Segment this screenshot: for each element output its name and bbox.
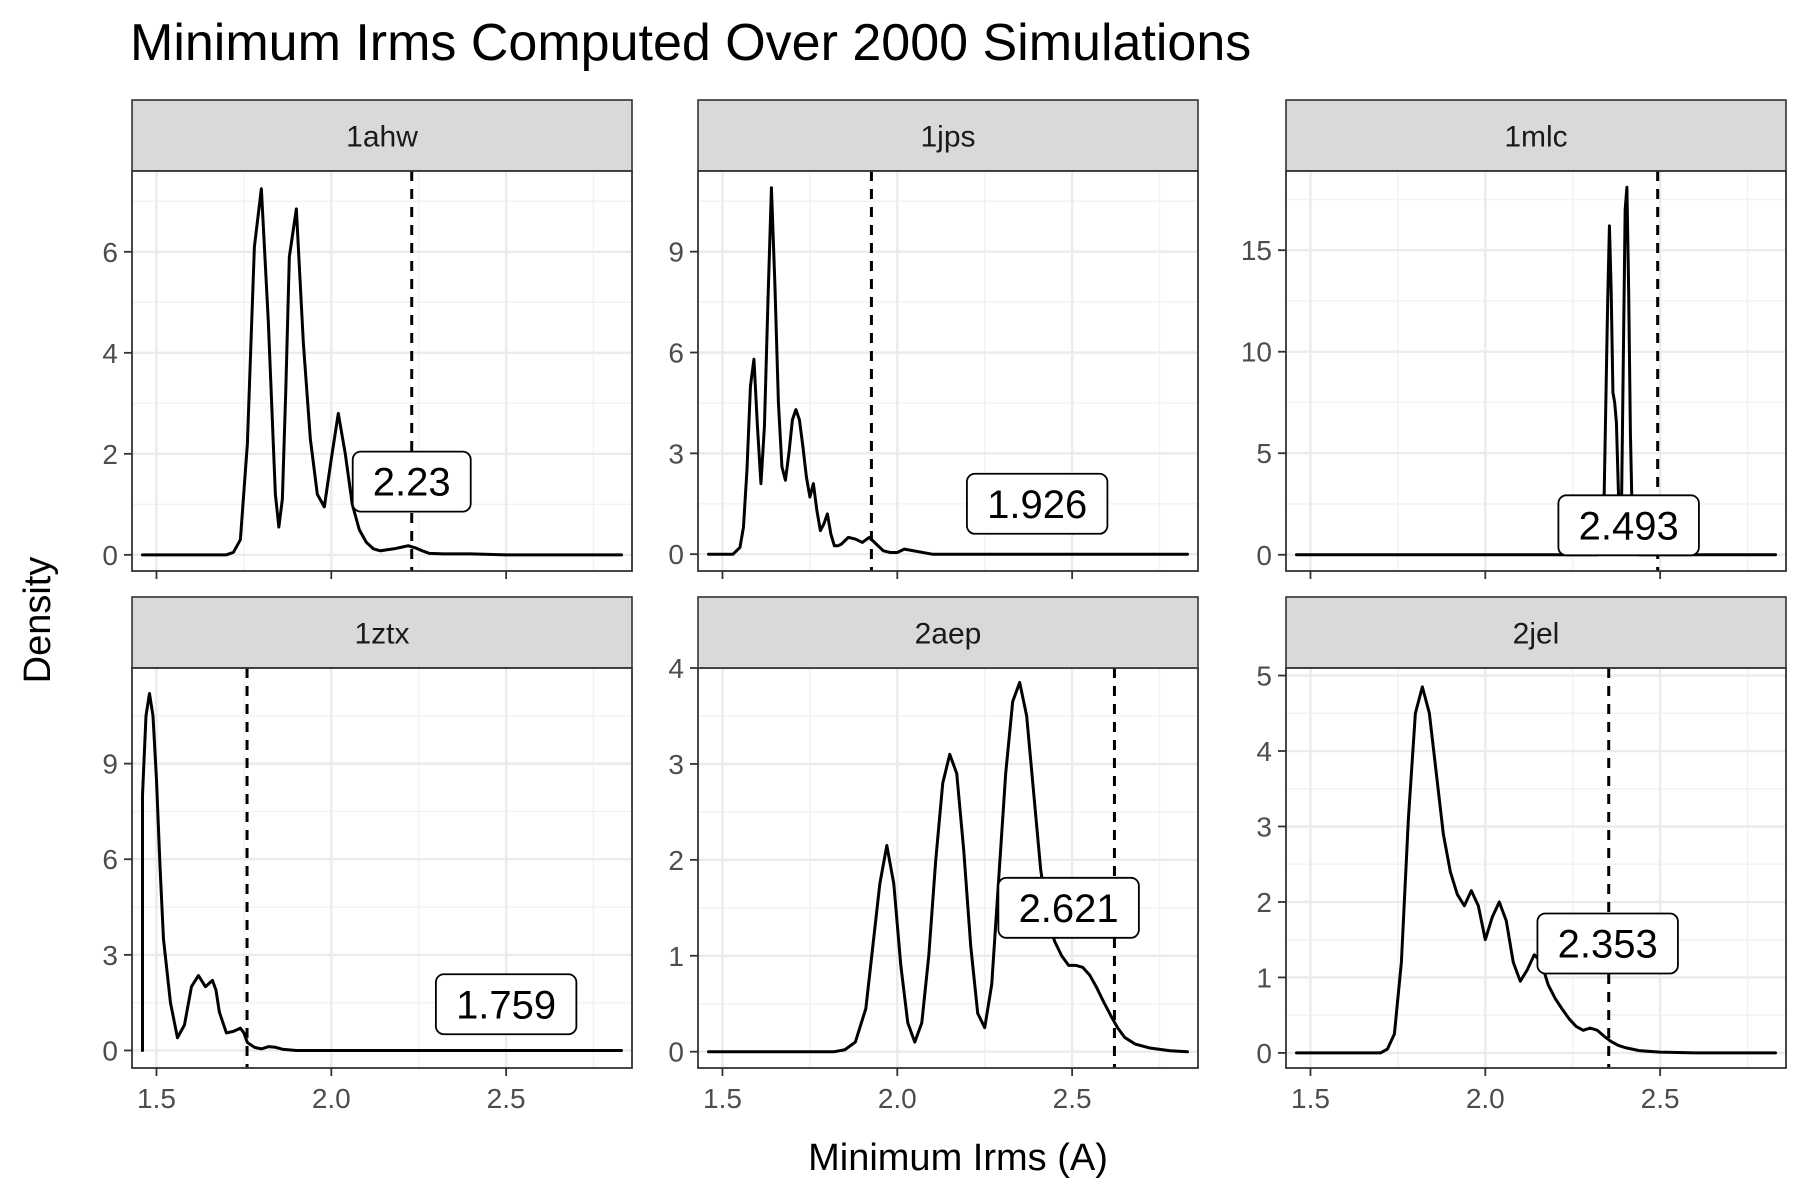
y-tick-label: 6: [102, 237, 118, 268]
value-label-1jps: 1.926: [987, 483, 1087, 527]
y-tick-label: 4: [668, 653, 684, 684]
value-label-box-2aep: [997, 876, 1140, 939]
panel-border-2jel: [1285, 667, 1787, 1069]
y-tick-label: 6: [668, 338, 684, 369]
x-tick-label: 2.5: [1641, 1083, 1680, 1114]
panel-border-1ahw: [131, 170, 633, 572]
facet-strip-label-1ahw: 1ahw: [346, 121, 418, 154]
x-tick-label: 2.5: [1053, 1083, 1092, 1114]
x-tick-label: 2.0: [878, 1083, 917, 1114]
facet-strip-1ztx: [131, 596, 633, 669]
y-tick-label: 0: [102, 540, 118, 571]
y-tick-label: 15: [1241, 235, 1272, 266]
y-tick-label: 2: [102, 439, 118, 470]
value-label-box-1jps: [966, 472, 1109, 535]
y-tick-label: 9: [102, 749, 118, 780]
y-tick-label: 3: [668, 749, 684, 780]
y-tick-label: 3: [668, 438, 684, 469]
facet-2aep: 2aep 2.621 0 1 2 3 4 1.5 2.0 2.5: [668, 596, 1199, 1114]
value-label-1mlc: 2.493: [1579, 504, 1679, 548]
value-label-1ahw: 2.23: [373, 461, 451, 505]
value-label-box-2jel: [1536, 912, 1679, 975]
facet-strip-2jel: [1285, 596, 1787, 669]
facet-strip-label-1jps: 1jps: [920, 121, 975, 154]
y-tick-label: 5: [1256, 438, 1272, 469]
y-tick-label: 4: [1256, 736, 1272, 767]
y-tick-label: 3: [1256, 811, 1272, 842]
y-tick-label: 9: [668, 237, 684, 268]
panel-border-1jps: [697, 170, 1199, 572]
facet-strip-1mlc: [1285, 99, 1787, 172]
y-tick-label: 4: [102, 338, 118, 369]
x-tick-label: 2.0: [1466, 1083, 1505, 1114]
panel-border-2aep: [697, 667, 1199, 1069]
y-axis-title: Density: [17, 557, 59, 684]
y-tick-label: 5: [1256, 661, 1272, 692]
density-curve-2jel: [1294, 685, 1778, 1055]
x-tick-label: 2.0: [312, 1083, 351, 1114]
facet-strip-label-2jel: 2jel: [1513, 618, 1560, 651]
y-tick-label: 6: [102, 844, 118, 875]
panel-border-1ztx: [131, 667, 633, 1069]
facet-panels: 1ahw2.2302461jps1.92603691mlc2.493051015…: [102, 99, 1787, 1114]
value-label-box-1ahw: [351, 450, 472, 513]
facet-strip-1jps: [697, 99, 1199, 172]
x-axis-title: Minimum Irms (A): [808, 1137, 1108, 1179]
facet-1ztx: 1ztx 1.759 0 3 6 9 1.5 2.0 2.5: [102, 596, 633, 1114]
value-label-2aep: 2.621: [1019, 887, 1119, 931]
y-tick-label: 0: [668, 539, 684, 570]
chart-title: Minimum Irms Computed Over 2000 Simulati…: [130, 14, 1251, 72]
value-label-2jel: 2.353: [1558, 922, 1658, 966]
facet-2jel: 2jel 2.353 0 1 2 3 4 5 1.5 2.0 2.5: [1256, 596, 1787, 1114]
panel-background-2jel: [1286, 668, 1786, 1068]
y-tick-label: 1: [668, 941, 684, 972]
panel-background-2aep: [698, 668, 1198, 1068]
value-label-1ztx: 1.759: [456, 983, 556, 1027]
y-tick-label: 2: [1256, 887, 1272, 918]
y-tick-label: 1: [1256, 962, 1272, 993]
y-tick-label: 0: [1256, 540, 1272, 571]
facet-1mlc: 1mlc 2.493 0 5 10 15: [1241, 99, 1787, 579]
density-curve-1ztx: [140, 692, 624, 1052]
y-tick-label: 3: [102, 940, 118, 971]
density-curve-1ahw: [140, 187, 624, 557]
y-tick-label: 2: [668, 845, 684, 876]
facet-1ahw: 1ahw 2.23 0 2 4 6: [102, 99, 633, 579]
density-curve-2aep: [706, 680, 1190, 1054]
panel-background-1mlc: [1286, 171, 1786, 571]
x-tick-label: 2.5: [487, 1083, 526, 1114]
y-tick-label: 0: [1256, 1038, 1272, 1069]
x-tick-label: 1.5: [703, 1083, 742, 1114]
density-curve-1jps: [706, 186, 1190, 556]
x-tick-label: 1.5: [137, 1083, 176, 1114]
facet-strip-1ahw: [131, 99, 633, 172]
value-label-box-1ztx: [434, 973, 578, 1036]
panel-border-1mlc: [1285, 170, 1787, 572]
facet-1jps: 1jps 1.926 0 3 6 9: [668, 99, 1199, 579]
facet-strip-label-1ztx: 1ztx: [354, 618, 409, 651]
facet-strip-label-1mlc: 1mlc: [1504, 121, 1567, 154]
value-label-box-1mlc: [1557, 494, 1700, 557]
y-tick-label: 0: [668, 1037, 684, 1068]
y-tick-label: 0: [102, 1035, 118, 1066]
x-tick-label: 1.5: [1291, 1083, 1330, 1114]
facet-strip-label-2aep: 2aep: [915, 618, 982, 651]
y-tick-label: 10: [1241, 337, 1272, 368]
